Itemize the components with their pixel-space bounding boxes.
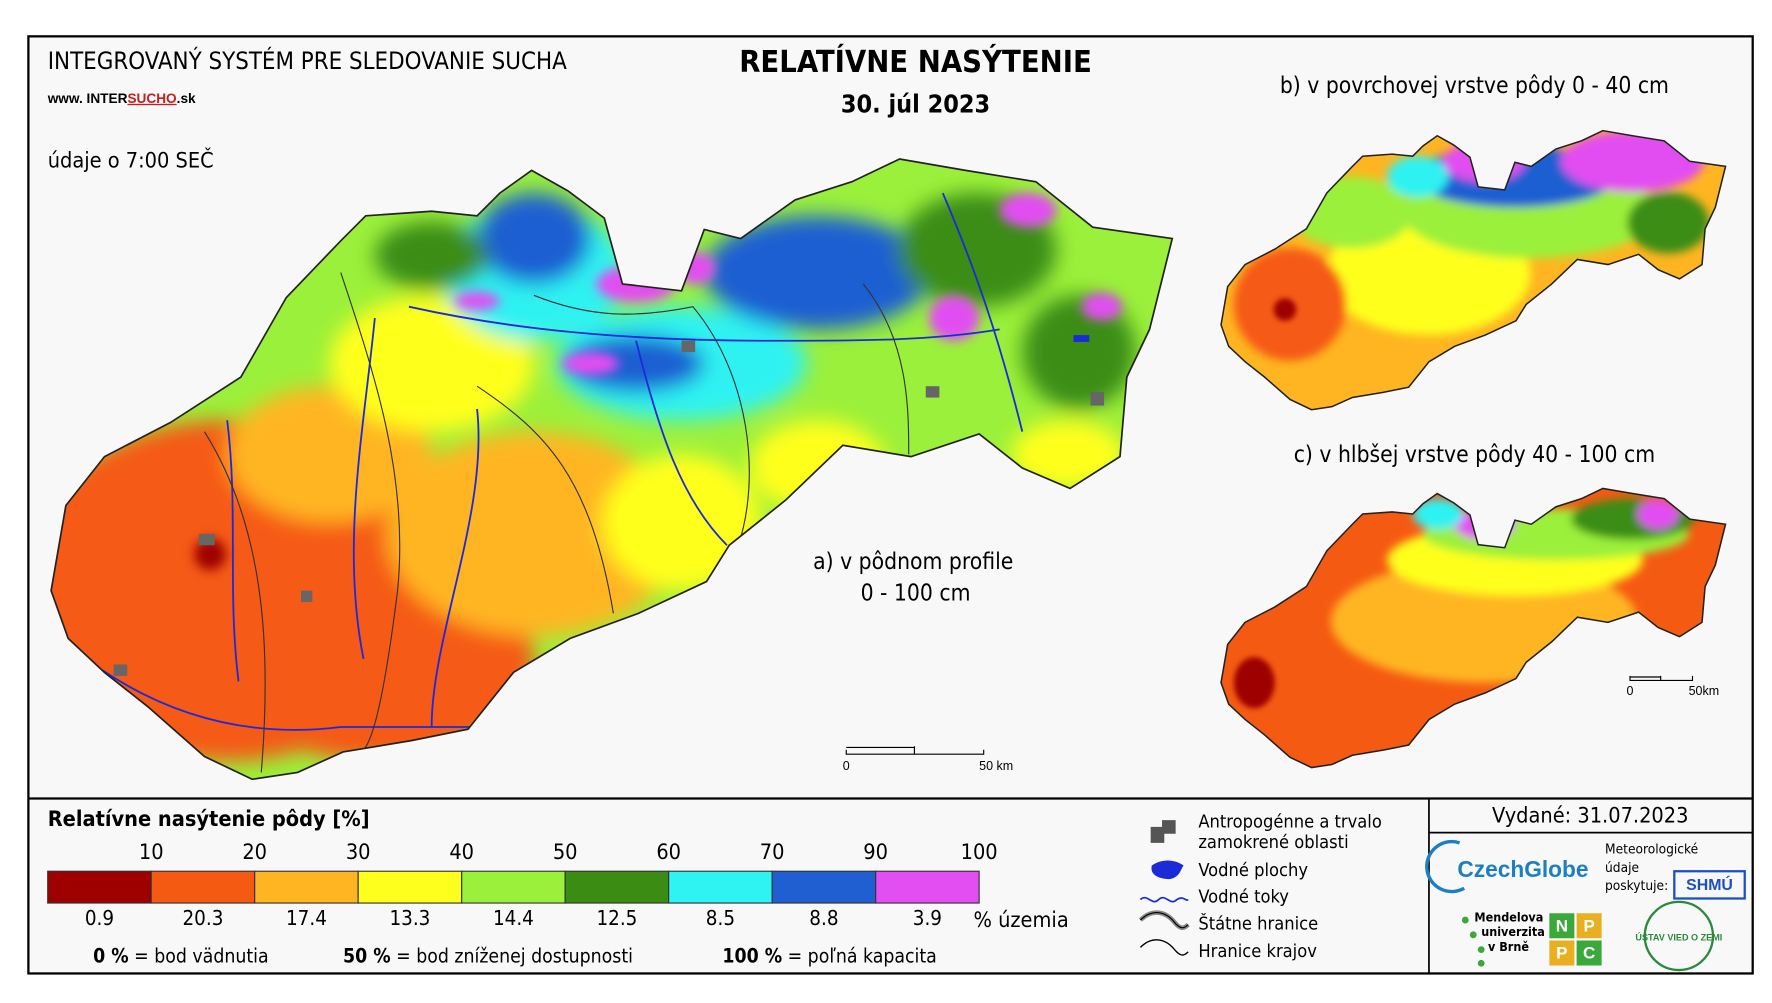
uvz: ÚSTAV VIED O ZEMI xyxy=(1635,932,1722,943)
symbol-legend: Antropogénne a trvalo zamokrené oblasti … xyxy=(1138,811,1382,962)
note-value: 50 % xyxy=(343,944,391,967)
map-c-label: c) v hlbšej vrstve pôdy 40 - 100 cm xyxy=(1294,442,1655,468)
threshold-label: 30 xyxy=(346,840,371,865)
legend-title: Relatívne nasýtenie pôdy [%] xyxy=(48,807,370,832)
czechglobe-logo xyxy=(1425,839,1466,894)
title: RELATÍVNE NASÝTENIE xyxy=(739,43,1092,80)
share-label: 8.8 xyxy=(809,906,838,930)
share-label: 17.4 xyxy=(286,906,327,930)
threshold-label: 60 xyxy=(656,840,681,865)
mendel-dots xyxy=(1461,916,1485,967)
legend-swatch xyxy=(668,870,773,904)
legend-swatch xyxy=(461,870,566,904)
nppc-letter: N xyxy=(1556,916,1568,935)
note-0: 0 % = bod vädnutia xyxy=(93,944,268,967)
symbol-label: Hranice krajov xyxy=(1198,941,1317,962)
issuer: Vydané: 31.07.2023 CzechGlobe Meteorolog… xyxy=(1425,804,1746,972)
web-highlight: SUCHO xyxy=(127,90,177,105)
note-value: 100 % xyxy=(722,944,782,967)
symbol-label: zamokrené oblasti xyxy=(1198,832,1348,853)
symbol-label: Štátne hranice xyxy=(1198,913,1318,935)
nppc-cell xyxy=(1549,913,1575,939)
met-text: údaje xyxy=(1605,860,1639,876)
shmu-logo xyxy=(1673,870,1746,900)
website: www. INTERSUCHO.sk xyxy=(47,90,196,105)
scale-start: 0 xyxy=(843,759,850,773)
note-value: 0 % xyxy=(93,944,129,967)
share-label: 14.4 xyxy=(493,906,534,930)
river-icon xyxy=(1139,896,1189,903)
map-b-label: b) v povrchovej vrstve pôdy 0 - 40 cm xyxy=(1280,73,1669,99)
web-suffix: .sk xyxy=(177,90,196,105)
state-border-icon xyxy=(1140,912,1189,929)
threshold-label: 100 xyxy=(961,840,998,865)
share-unit: % územia xyxy=(973,908,1068,933)
date: 30. júl 2023 xyxy=(841,90,990,119)
region-border-icon xyxy=(1139,939,1189,956)
symbol-label: Antropogénne a trvalo xyxy=(1198,811,1381,832)
legend: Relatívne nasýtenie pôdy [%] % územia 0 … xyxy=(47,807,1069,967)
system-name: INTEGROVANÝ SYSTÉM PRE SLEDOVANIE SUCHA xyxy=(48,47,567,75)
nppc-logo: N PP C xyxy=(1549,913,1602,966)
legend-swatch xyxy=(564,870,670,904)
threshold-label: 50 xyxy=(553,840,578,865)
map-a-depth: 0 - 100 cm xyxy=(861,581,971,607)
note-text: = poľná kapacita xyxy=(788,944,937,967)
scale-start: 0 xyxy=(1627,684,1634,698)
symbol-label: Vodné plochy xyxy=(1198,860,1308,881)
wetland-icon xyxy=(1150,820,1176,843)
note-text: = bod vädnutia xyxy=(134,944,268,967)
share-label: 20.3 xyxy=(182,906,223,930)
met-text: poskytuje: xyxy=(1605,878,1668,894)
share-label: 8.5 xyxy=(706,906,735,930)
mendel-text: v Brně xyxy=(1488,939,1529,954)
legend-swatch xyxy=(357,870,463,904)
threshold-label: 40 xyxy=(449,840,474,865)
shmu: SHMÚ xyxy=(1686,875,1733,894)
legend-swatch xyxy=(47,870,152,904)
note-2: 100 % = poľná kapacita xyxy=(722,944,936,967)
scale-end: 50 km xyxy=(979,759,1013,773)
threshold-label: 90 xyxy=(863,840,888,865)
scale-bar xyxy=(845,746,985,755)
mendel-text: univerzita xyxy=(1481,924,1545,939)
share-label: 0.9 xyxy=(85,906,114,930)
symbol-label: Vodné toky xyxy=(1198,886,1289,907)
share-label: 13.3 xyxy=(389,906,430,930)
issued-date: Vydané: 31.07.2023 xyxy=(1492,804,1688,829)
nppc-cell xyxy=(1576,913,1602,939)
nppc-cell xyxy=(1549,940,1575,966)
nppc-letter: P xyxy=(1583,916,1594,935)
water-icon xyxy=(1151,860,1184,880)
legend-swatch xyxy=(771,870,877,904)
share-label: 12.5 xyxy=(596,906,637,930)
met-text: Meteorologické xyxy=(1605,842,1698,858)
threshold-label: 10 xyxy=(139,840,164,865)
legend-swatch xyxy=(875,870,980,904)
threshold-label: 20 xyxy=(242,840,267,865)
nppc-cell xyxy=(1576,940,1602,966)
uvz-logo xyxy=(1643,900,1715,972)
scale-end: 50km xyxy=(1689,684,1720,698)
threshold-label: 70 xyxy=(760,840,785,865)
scale-bar xyxy=(1629,675,1694,681)
share-label: 3.9 xyxy=(913,906,942,930)
note-text: = bod zníženej dostupnosti xyxy=(396,944,633,967)
time-note: údaje o 7:00 SEČ xyxy=(48,147,214,173)
note-1: 50 % = bod zníženej dostupnosti xyxy=(343,944,633,967)
legend-swatch xyxy=(150,870,256,904)
nppc-letter: C xyxy=(1583,944,1595,963)
mendel-text: Mendelova xyxy=(1474,909,1543,924)
legend-swatch xyxy=(254,870,359,904)
czechglobe: CzechGlobe xyxy=(1457,856,1588,882)
web-prefix: www. INTER xyxy=(47,90,128,105)
nppc-letter: P xyxy=(1556,944,1567,963)
map-a-label: a) v pôdnom profile xyxy=(813,549,1013,575)
